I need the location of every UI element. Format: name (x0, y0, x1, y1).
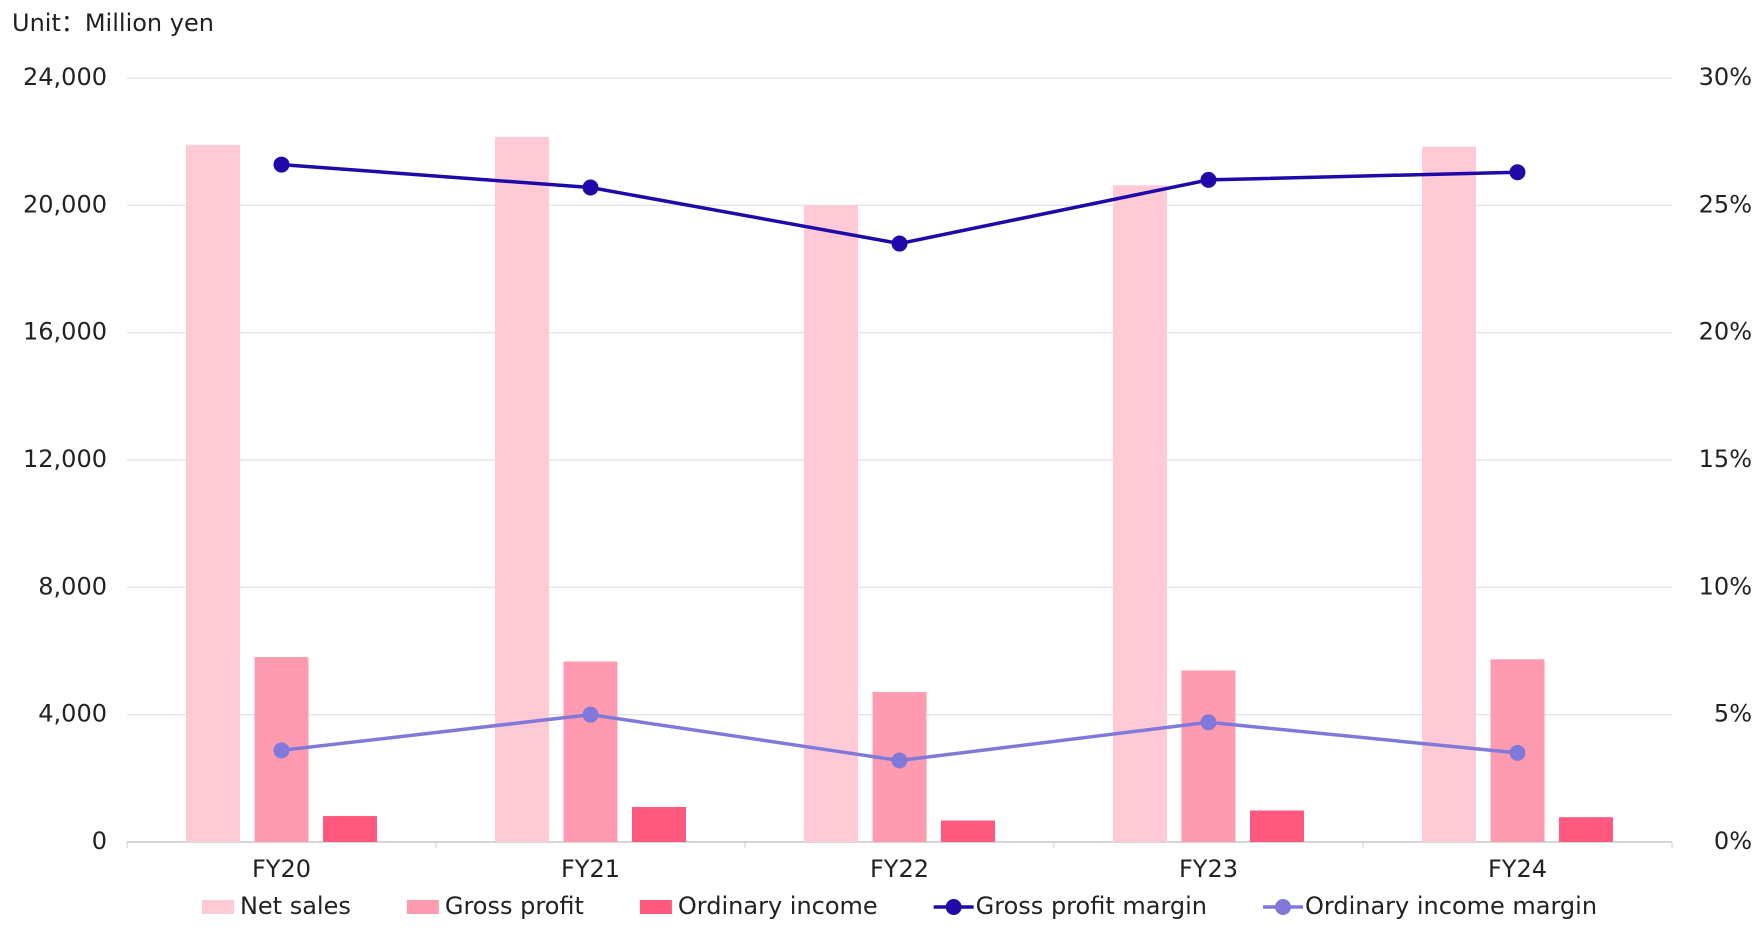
legend-marker (945, 899, 962, 915)
marker (582, 706, 599, 723)
y2-tick-label: 0% (1714, 827, 1752, 855)
bar (495, 136, 549, 842)
legend-label: Gross profit margin (976, 892, 1207, 920)
x-tick-label: FY20 (252, 855, 311, 883)
legend: Net sales Gross profit Ordinary income Gros… (201, 892, 1597, 920)
legend-item: Ordinary income (639, 892, 878, 920)
legend-swatch (406, 900, 439, 914)
marker (1509, 164, 1526, 181)
marker (1509, 744, 1526, 761)
y-tick-label: 4,000 (38, 700, 107, 728)
legend-swatch (639, 900, 672, 914)
y-tick-label: 8,000 (38, 572, 107, 600)
y-tick-label: 24,000 (23, 63, 107, 91)
y-tick-label: 20,000 (23, 190, 107, 218)
y2-tick-label: 25% (1699, 190, 1752, 218)
bar (1113, 185, 1167, 843)
marker (582, 179, 599, 196)
legend-item: Ordinary income margin (1263, 892, 1597, 920)
y2-tick-label: 30% (1699, 63, 1752, 91)
marker (273, 742, 290, 759)
bar (563, 661, 618, 842)
bar (1559, 817, 1613, 842)
chart-subtitle: Unit：Million yen (12, 9, 214, 37)
line (281, 162, 1518, 246)
legend-marker (1275, 899, 1292, 915)
x-tick-label: FY23 (1179, 855, 1238, 883)
bar (941, 820, 995, 842)
legend-item: Gross profit margin (933, 892, 1207, 920)
marker (273, 156, 290, 173)
x-tick-label: FY24 (1488, 855, 1547, 883)
bar (323, 816, 377, 842)
marker (1200, 714, 1217, 731)
legend-label: Ordinary income margin (1305, 892, 1597, 920)
legend-label: Ordinary income (678, 892, 878, 920)
bar (1181, 670, 1236, 842)
legend-swatch (201, 900, 234, 914)
legend-label: Net sales (240, 892, 351, 920)
legend-label: Gross profit (445, 892, 584, 920)
x-tick-label: FY22 (870, 855, 929, 883)
y2-tick-label: 15% (1699, 445, 1752, 473)
bar (1250, 810, 1304, 842)
y-tick-label: 16,000 (23, 318, 107, 346)
marker (891, 752, 908, 769)
bar (186, 144, 240, 843)
x-tick-label: FY21 (561, 855, 620, 883)
marker (1200, 171, 1217, 188)
y2-tick-label: 20% (1699, 318, 1752, 346)
bar (632, 806, 686, 842)
bar (804, 205, 858, 843)
y2-tick-label: 10% (1699, 572, 1752, 600)
bar (1422, 146, 1476, 842)
legend-item: Gross profit (406, 892, 584, 920)
marker (891, 235, 908, 252)
y-tick-label: 0 (92, 827, 107, 855)
y-tick-label: 12,000 (23, 445, 107, 473)
y2-tick-label: 5% (1714, 700, 1752, 728)
legend-item: Net sales (201, 892, 351, 920)
